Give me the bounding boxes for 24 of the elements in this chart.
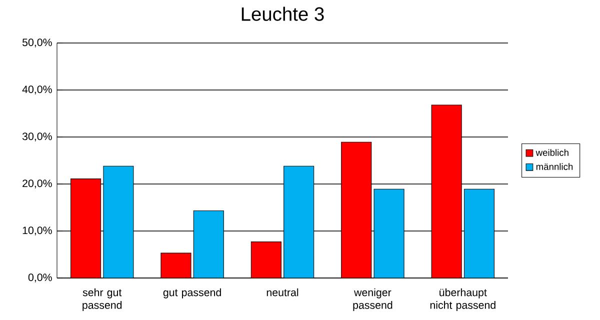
bar [374, 189, 404, 278]
bar [70, 178, 101, 278]
bar [251, 242, 282, 278]
bar [194, 210, 224, 278]
bar [431, 104, 462, 278]
y-tick-label: 0,0% [28, 274, 52, 282]
legend-label: weiblich [536, 149, 568, 156]
y-tick-label: 20,0% [22, 180, 52, 188]
x-tick-label: gut passend [163, 288, 221, 298]
bar [341, 142, 372, 278]
x-tick-label: weniger passend [353, 288, 392, 311]
bar [284, 166, 314, 278]
y-tick-label: 10,0% [22, 226, 52, 236]
bar [103, 166, 134, 278]
y-tick-label: 50,0% [22, 38, 52, 48]
x-tick-label: überhaupt nicht passend [430, 288, 496, 311]
x-tick-label: sehr gut passend [82, 288, 122, 311]
x-tick-label: neutral [266, 288, 298, 296]
bar [160, 253, 191, 278]
legend-label: männlich [536, 163, 573, 170]
y-tick-label: 30,0% [22, 132, 52, 142]
bar [464, 188, 494, 278]
y-tick-label: 40,0% [22, 86, 52, 94]
chart-title: Leuchte 3 [242, 6, 324, 21]
